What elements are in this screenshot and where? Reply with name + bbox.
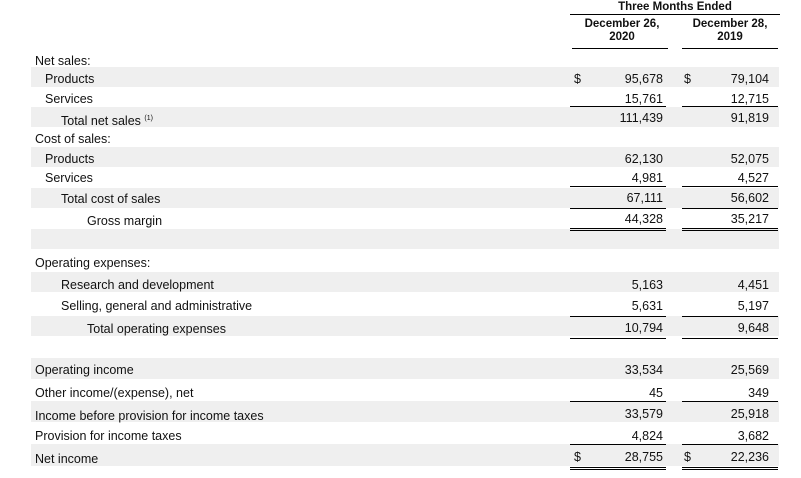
operating-expenses-section-label: Operating expenses: — [35, 256, 151, 270]
subtotal-rule — [682, 338, 778, 339]
other-income-label: Other income/(expense), net — [35, 386, 194, 400]
total-operating-expenses-2020: 10,794 — [624, 321, 663, 335]
operating-income-2020: 33,534 — [624, 363, 663, 377]
row-band — [31, 401, 779, 422]
column-header-2020-line2: 2020 — [609, 31, 635, 43]
subtotal-rule — [682, 106, 778, 107]
period-group-header: Three Months Ended — [570, 0, 780, 15]
net-sales-products-2019: 79,104 — [730, 72, 769, 86]
rnd-2019: 4,451 — [737, 278, 769, 292]
total-cost-of-sales-label: Total cost of sales — [61, 192, 161, 206]
subtotal-rule — [682, 208, 778, 209]
net-sales-section-label: Net sales: — [35, 54, 91, 68]
subtotal-rule — [682, 186, 778, 187]
currency-symbol: $ — [684, 72, 691, 86]
column-header-2020-line1: December 26, — [584, 18, 660, 30]
net-income-2019: 22,236 — [730, 450, 769, 464]
total-double-rule — [570, 228, 666, 231]
cost-of-sales-section-label: Cost of sales: — [35, 132, 111, 146]
other-income-2019: 349 — [748, 386, 769, 400]
cost-services-label: Services — [45, 171, 93, 185]
row-band — [31, 147, 779, 167]
net-sales-products-label: Products — [45, 72, 95, 86]
row-band — [31, 188, 779, 208]
net-sales-products-2020: 95,678 — [624, 72, 663, 86]
subtotal-rule — [570, 208, 666, 209]
total-net-sales-label: Total net sales (1) — [61, 111, 153, 129]
subtotal-rule — [682, 444, 778, 445]
sga-label: Selling, general and administrative — [61, 299, 253, 313]
row-band — [31, 316, 779, 336]
total-cost-of-sales-2020: 67,111 — [626, 191, 663, 205]
net-sales-services-2019: 12,715 — [730, 92, 769, 106]
income-before-tax-2019: 25,918 — [730, 407, 769, 421]
column-header-2020: December 26, 2020 — [570, 18, 674, 44]
rnd-label: Research and development — [61, 278, 214, 292]
rnd-2020: 5,163 — [631, 278, 663, 292]
currency-symbol: $ — [574, 72, 581, 86]
operating-income-label: Operating income — [35, 363, 134, 377]
subtotal-rule — [682, 316, 778, 317]
total-net-sales-2020: 111,439 — [619, 111, 663, 125]
cost-products-2020: 62,130 — [624, 152, 663, 166]
total-cost-of-sales-2019: 56,602 — [730, 191, 769, 205]
net-sales-services-2020: 15,761 — [624, 92, 663, 106]
provision-2019: 3,682 — [737, 429, 769, 443]
column-header-2019-line2: 2019 — [717, 31, 743, 43]
subtotal-rule — [570, 338, 666, 339]
total-double-rule — [682, 467, 778, 470]
operating-income-2019: 25,569 — [730, 363, 769, 377]
total-double-rule — [682, 228, 778, 231]
gross-margin-2019: 35,217 — [730, 212, 769, 226]
column-header-2019: December 28, 2019 — [678, 18, 782, 44]
row-band — [31, 67, 779, 87]
gross-margin-2020: 44,328 — [624, 212, 663, 226]
provision-label: Provision for income taxes — [35, 429, 182, 443]
subtotal-rule — [570, 106, 666, 107]
other-income-2020: 45 — [649, 386, 663, 400]
cost-products-label: Products — [45, 152, 95, 166]
row-band — [31, 272, 779, 292]
currency-symbol: $ — [574, 450, 581, 464]
sga-2019: 5,197 — [737, 299, 769, 313]
column-header-2019-line1: December 28, — [692, 18, 768, 30]
net-sales-services-label: Services — [45, 92, 93, 106]
subtotal-rule — [682, 401, 778, 402]
subtotal-rule — [570, 316, 666, 317]
total-operating-expenses-label: Total operating expenses — [87, 322, 226, 336]
provision-2020: 4,824 — [631, 429, 663, 443]
row-band — [31, 358, 779, 379]
total-double-rule — [570, 467, 666, 470]
cost-services-2020: 4,981 — [631, 171, 663, 185]
subtotal-rule — [570, 186, 666, 187]
income-before-tax-2020: 33,579 — [624, 407, 663, 421]
row-band — [31, 107, 779, 127]
cost-products-2019: 52,075 — [730, 152, 769, 166]
header-underline-2019 — [682, 48, 778, 49]
row-band — [31, 229, 779, 249]
currency-symbol: $ — [684, 450, 691, 464]
sga-2020: 5,631 — [631, 299, 663, 313]
total-net-sales-2019: 91,819 — [730, 111, 769, 125]
income-before-tax-label: Income before provision for income taxes — [35, 409, 264, 423]
cost-services-2019: 4,527 — [737, 171, 769, 185]
gross-margin-label: Gross margin — [87, 214, 163, 228]
subtotal-rule — [570, 401, 666, 402]
net-income-2020: 28,755 — [624, 450, 663, 464]
subtotal-rule — [570, 444, 666, 445]
header-underline-2020 — [572, 48, 668, 49]
total-net-sales-text: Total net sales — [61, 114, 141, 128]
total-operating-expenses-2019: 9,648 — [737, 321, 769, 335]
footnote-marker: (1) — [144, 115, 153, 122]
net-income-label: Net income — [35, 452, 99, 466]
row-band — [31, 444, 779, 466]
